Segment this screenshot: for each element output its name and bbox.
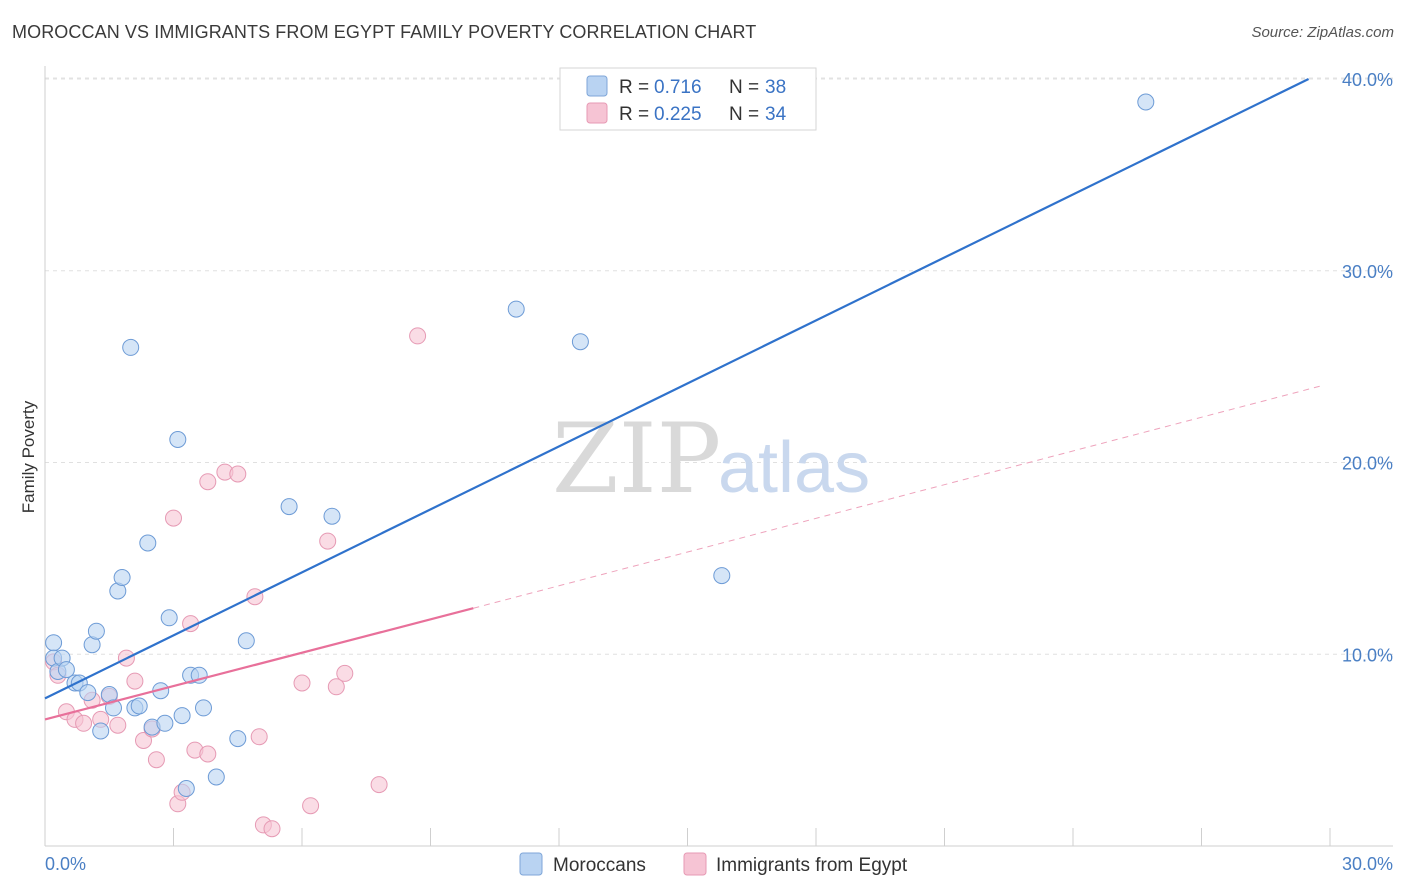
legend-r-label-1: R = bbox=[619, 77, 649, 98]
point-egypt-13 bbox=[147, 751, 165, 769]
point-egypt-11 bbox=[135, 732, 152, 749]
point-moroccans-22 bbox=[160, 609, 178, 627]
point-moroccans-14 bbox=[113, 569, 131, 586]
point-moroccans-28 bbox=[195, 699, 212, 717]
legend-r-value-1: 0.716 bbox=[654, 77, 702, 98]
point-moroccans-37 bbox=[1137, 93, 1155, 111]
chart-title: MOROCCAN VS IMMIGRANTS FROM EGYPT FAMILY… bbox=[12, 22, 757, 42]
y-tick-label-1: 20.0% bbox=[1342, 454, 1393, 474]
point-moroccans-23 bbox=[169, 431, 187, 448]
legend-n-value-2: 34 bbox=[765, 104, 787, 125]
point-moroccans-10 bbox=[92, 722, 110, 740]
point-moroccans-24 bbox=[173, 707, 191, 725]
point-moroccans-9 bbox=[87, 622, 105, 640]
axes bbox=[44, 66, 1393, 847]
watermark-zip: ZIP bbox=[552, 403, 721, 515]
legend-r-value-2: 0.225 bbox=[654, 104, 702, 125]
point-moroccans-35 bbox=[571, 333, 589, 351]
point-moroccans-34 bbox=[507, 300, 525, 318]
point-moroccans-18 bbox=[139, 534, 157, 552]
x-tick-label-min: 0.0% bbox=[45, 854, 86, 874]
point-egypt-20 bbox=[199, 473, 217, 491]
point-egypt-23 bbox=[246, 588, 264, 606]
point-egypt-31 bbox=[336, 664, 354, 682]
trend-line-moroccans bbox=[44, 78, 1310, 700]
y-tick-labels: 10.0% 20.0% 30.0% 40.0% bbox=[1342, 70, 1393, 665]
point-egypt-33 bbox=[409, 327, 427, 345]
point-egypt-29 bbox=[319, 532, 337, 550]
series-legend-swatch-moroccans bbox=[519, 852, 543, 876]
legend-n-label-1: N = bbox=[729, 77, 759, 98]
point-moroccans-30 bbox=[229, 730, 247, 748]
stats-legend: R = 0.716 N = 38 R = 0.225 N = 34 bbox=[559, 67, 817, 131]
legend-r-label-2: R = bbox=[619, 104, 649, 125]
y-tick-label-0: 10.0% bbox=[1342, 645, 1393, 665]
point-egypt-26 bbox=[263, 820, 281, 838]
trend-line-egypt bbox=[44, 607, 474, 721]
series-legend-moroccans: Moroccans bbox=[553, 855, 646, 876]
point-moroccans-15 bbox=[122, 338, 140, 356]
legend-n-value-1: 38 bbox=[765, 77, 786, 98]
point-moroccans-36 bbox=[713, 567, 731, 585]
watermark: ZIP atlas bbox=[552, 403, 870, 515]
point-moroccans-0 bbox=[45, 634, 63, 652]
point-egypt-27 bbox=[293, 674, 311, 692]
y-axis-label: Family Poverty bbox=[19, 400, 38, 513]
series-legend: Moroccans Immigrants from Egypt bbox=[519, 852, 908, 876]
trend-line-egypt-extension bbox=[473, 385, 1322, 609]
data-points bbox=[45, 93, 1155, 838]
trend-lines bbox=[44, 78, 1322, 721]
point-egypt-22 bbox=[229, 465, 247, 483]
legend-swatch-moroccans bbox=[586, 75, 608, 97]
point-moroccans-17 bbox=[130, 697, 148, 715]
y-tick-label-3: 40.0% bbox=[1342, 70, 1393, 90]
x-tick-labels: 0.0% 30.0% bbox=[45, 854, 1393, 874]
point-egypt-8 bbox=[109, 716, 127, 734]
point-moroccans-32 bbox=[280, 498, 298, 516]
point-egypt-30 bbox=[327, 678, 345, 696]
point-moroccans-4 bbox=[57, 661, 75, 679]
legend-n-label-2: N = bbox=[729, 104, 759, 125]
point-egypt-24 bbox=[250, 728, 268, 746]
point-moroccans-31 bbox=[237, 632, 255, 650]
watermark-atlas: atlas bbox=[718, 428, 870, 508]
point-egypt-28 bbox=[302, 797, 320, 815]
point-egypt-10 bbox=[126, 672, 144, 690]
source-label: Source: ZipAtlas.com bbox=[1251, 24, 1394, 41]
y-tick-label-2: 30.0% bbox=[1342, 262, 1393, 282]
x-tick-label-max: 30.0% bbox=[1342, 854, 1393, 874]
point-moroccans-21 bbox=[156, 714, 174, 732]
point-moroccans-7 bbox=[79, 684, 97, 702]
point-moroccans-29 bbox=[207, 768, 225, 786]
point-egypt-4 bbox=[75, 714, 93, 732]
point-moroccans-25 bbox=[177, 780, 195, 797]
series-legend-egypt: Immigrants from Egypt bbox=[716, 855, 908, 876]
point-moroccans-12 bbox=[105, 699, 122, 717]
legend-swatch-egypt bbox=[586, 102, 608, 124]
point-egypt-14 bbox=[165, 509, 182, 527]
point-moroccans-33 bbox=[323, 507, 341, 525]
point-egypt-19 bbox=[199, 745, 217, 763]
point-egypt-32 bbox=[370, 776, 388, 794]
series-legend-swatch-egypt bbox=[683, 852, 707, 876]
